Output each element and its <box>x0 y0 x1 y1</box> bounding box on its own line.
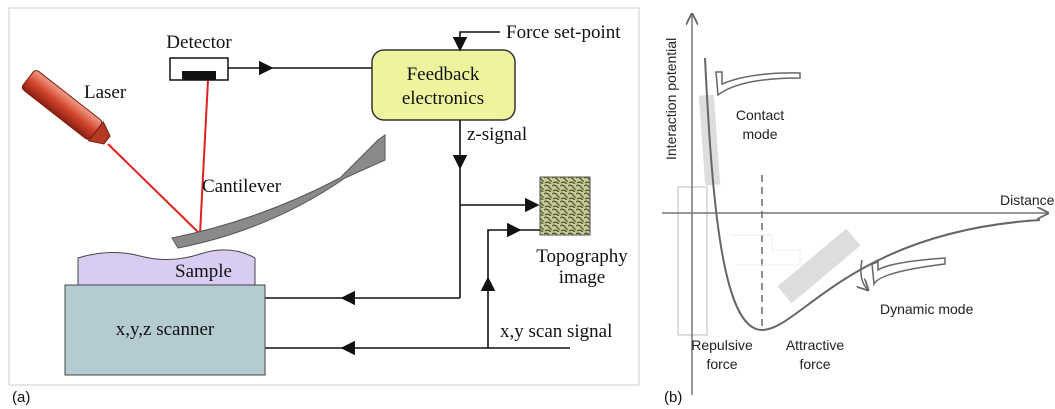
figure: Laser Detector Feedback electronics Forc… <box>0 0 1055 409</box>
force-setpoint-label: Force set-point <box>506 22 621 43</box>
detector-sensor <box>182 71 216 80</box>
attractive-label: Attractive <box>786 337 845 353</box>
repulsive-label: force <box>706 356 737 372</box>
scanner-label: x,y,z scanner <box>116 319 215 340</box>
dynamic-region <box>777 229 860 304</box>
dynamic-mode-label: Dynamic mode <box>880 301 974 317</box>
x-axis-label: Distance <box>1000 192 1055 208</box>
topography-label: image <box>559 267 605 288</box>
arrow <box>488 230 520 280</box>
feedback-label: electronics <box>402 88 484 109</box>
panel-a: Laser Detector Feedback electronics Forc… <box>9 8 639 385</box>
attractive-label: force <box>799 356 830 372</box>
detector-label: Detector <box>166 32 232 53</box>
feedback-box <box>372 50 515 120</box>
panel-label: (a) <box>12 389 30 406</box>
faint-lines <box>730 235 800 265</box>
z-signal-label: z-signal <box>467 124 527 145</box>
y-axis-label: Interaction potential <box>663 38 679 160</box>
oscillation-arrow <box>861 260 868 290</box>
topography-image <box>540 177 590 235</box>
repulsive-label: Repulsive <box>691 337 753 353</box>
arrow <box>460 32 500 50</box>
panel-label: (b) <box>664 389 682 406</box>
panel-b: Interaction potential Distance Contact m… <box>662 14 1055 395</box>
cantilever-label: Cantilever <box>202 176 282 197</box>
contact-mode-label: Contact <box>736 107 784 123</box>
contact-mode-label: mode <box>742 126 777 142</box>
dynamic-cantilever-icon <box>872 258 945 284</box>
contact-cantilever-icon <box>716 72 800 95</box>
sample-label: Sample <box>175 261 232 282</box>
laser-beam <box>108 80 208 234</box>
feedback-label: Feedback <box>407 64 480 85</box>
scan-signal-label: x,y scan signal <box>500 321 612 342</box>
potential-curve <box>705 58 1040 330</box>
laser-label: Laser <box>84 82 127 103</box>
topography-label: Topography <box>536 246 628 267</box>
